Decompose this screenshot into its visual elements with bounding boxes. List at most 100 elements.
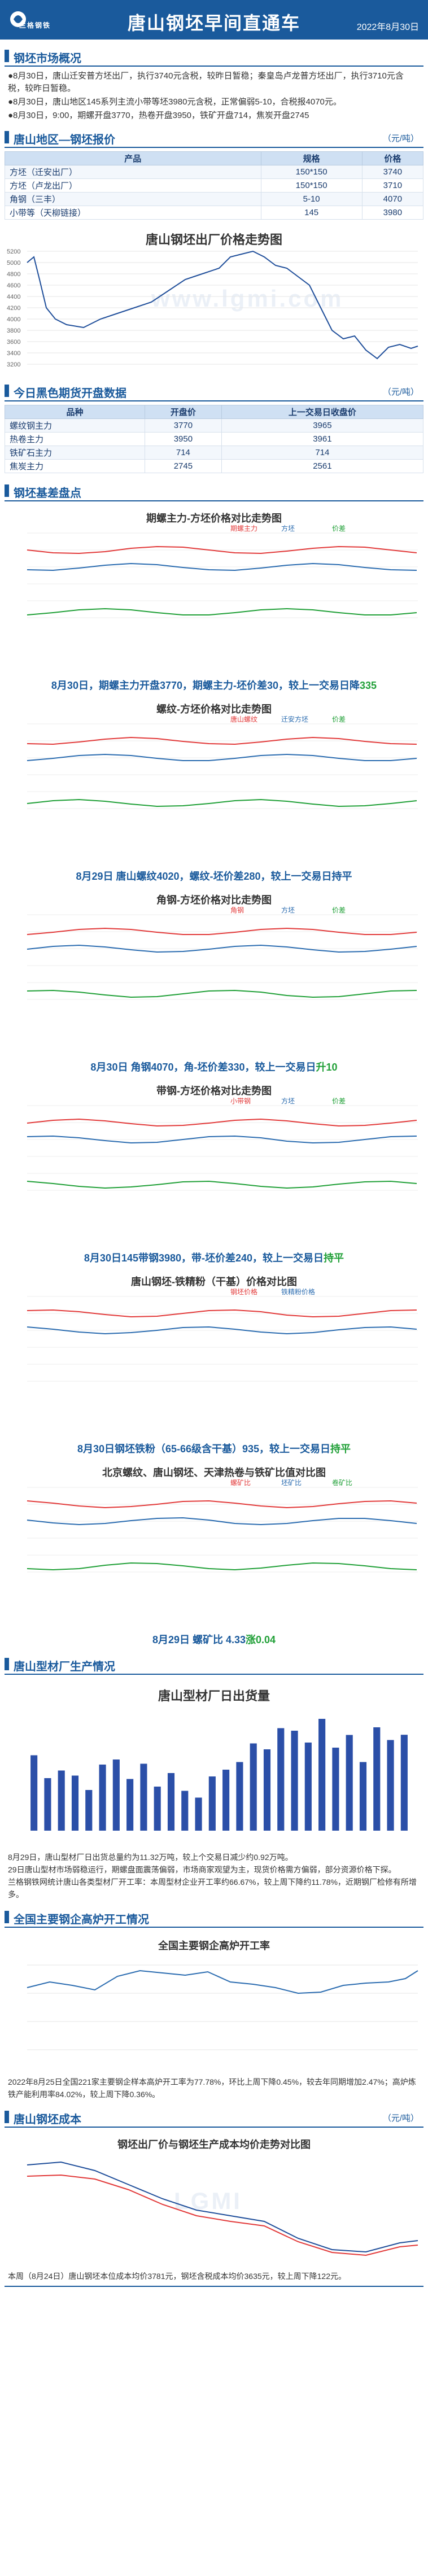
legend-label: 坯矿比 xyxy=(281,1479,302,1487)
legend-label: 唐山螺纹 xyxy=(230,715,257,723)
legend-label: 期螺主力 xyxy=(230,525,257,532)
production-bar xyxy=(318,1719,326,1831)
table-row: 方坯（卢龙出厂） 150*150 3710 xyxy=(5,178,424,193)
legend-label: 卷矿比 xyxy=(332,1478,352,1487)
blast-furnace-chart: 全国主要钢企高炉开工率 xyxy=(5,1931,423,2072)
svg-text:4200: 4200 xyxy=(7,305,20,312)
comparison-svg: 小带钢 方坯 价差 xyxy=(27,1097,418,1191)
table-row: 热卷主力 3950 3961 xyxy=(5,432,424,446)
trend-chart-svg: 5200 5000 4800 4600 4400 4200 4000 3800 … xyxy=(7,248,418,368)
series-line xyxy=(27,1309,417,1318)
comparison-svg: 唐山螺纹 迁安方坯 价差 xyxy=(27,715,418,809)
page-title: 唐山钢坯早间直通车 xyxy=(127,13,300,33)
section-futures: 今日黑色期货开盘数据 （元/吨） xyxy=(5,379,423,401)
production-bar xyxy=(181,1791,189,1831)
production-bar xyxy=(167,1773,175,1831)
section-cost: 唐山钢坯成本 （元/吨） xyxy=(5,2105,423,2128)
table-row: 焦炭主力 2745 2561 xyxy=(5,459,424,473)
table-row: 方坯（迁安出厂） 150*150 3740 xyxy=(5,165,424,179)
series-line xyxy=(27,1326,417,1335)
legend-label: 价差 xyxy=(332,525,346,532)
production-bar xyxy=(250,1743,257,1831)
production-bar xyxy=(222,1770,230,1831)
svg-text:3800: 3800 xyxy=(7,328,20,334)
chart-caption: 8月30日，期螺主力开盘3770，期螺主力-坯价差30，较上一交易日降335 xyxy=(51,680,377,691)
cost-lines-svg xyxy=(27,2161,418,2256)
production-bar xyxy=(126,1779,134,1831)
production-bar xyxy=(44,1778,51,1831)
series-line xyxy=(27,562,417,571)
series-line xyxy=(27,736,417,745)
comparison-chart: 螺纹-方坯价格对比走势图 唐山螺纹 迁安方坯 价差 xyxy=(5,696,423,865)
comparison-svg: 期螺主力 方坯 价差 xyxy=(27,524,418,618)
production-chart: 唐山型材厂日出货量 xyxy=(5,1678,423,1848)
chart-title: 期螺主力-方坯价格对比走势图 xyxy=(146,513,282,524)
series-line xyxy=(27,944,417,953)
legend-label: 方坯 xyxy=(281,524,295,532)
series-line xyxy=(27,1517,417,1526)
legend-label: 价差 xyxy=(332,1097,346,1105)
production-bar xyxy=(373,1727,381,1831)
cost-chart: 钢坯出厂价与钢坯生产成本均价走势对比图 LGMI xyxy=(5,2131,423,2267)
chart-title: 螺纹-方坯价格对比走势图 xyxy=(156,704,272,715)
series-line xyxy=(27,1180,417,1189)
comparison-chart: 唐山钢坯-铁精粉（干基）价格对比图 钢坯价格 铁精粉价格 xyxy=(5,1268,423,1438)
svg-text:5000: 5000 xyxy=(7,260,20,267)
news-item: ●8月30日，9:00，期螺开盘3770，热卷开盘3950，铁矿开盘714，焦炭… xyxy=(8,111,309,120)
comparison-chart: 角钢-方坯价格对比走势图 角钢 方坯 价差 xyxy=(5,887,423,1056)
chart-title: 角钢-方坯价格对比走势图 xyxy=(156,894,272,906)
production-bar xyxy=(208,1776,216,1831)
furnace-line-svg xyxy=(27,1964,418,2050)
section-market-overview: 钢坯市场概况 xyxy=(5,44,423,67)
series-line xyxy=(27,545,417,555)
production-bar xyxy=(263,1749,271,1831)
quote-table: 产品 规格 价格 方坯（迁安出厂） 150*150 3740 方坯（卢龙出厂） 150… xyxy=(5,151,424,220)
comparison-svg: 角钢 方坯 价差 xyxy=(27,906,418,1000)
futures-table: 品种 开盘价 上一交易日收盘价 螺纹钢主力 3770 3965 热卷主力 3950 3961… xyxy=(5,405,424,473)
legend-label: 小带钢 xyxy=(230,1097,251,1105)
production-bar xyxy=(359,1762,367,1831)
chart-caption: 8月30日钢坯铁粉（65-66级含干基）935，较上一交易日持平 xyxy=(77,1443,351,1455)
production-bar xyxy=(99,1765,106,1831)
production-text: 8月29日，唐山型材厂日出货总量约为11.32万吨，较上个交易日减少约0.92万… xyxy=(8,1853,417,1899)
section-tangshan-quote: 唐山地区—钢坯报价 （元/吨） xyxy=(5,125,423,148)
section-blast-furnace: 全国主要钢企高炉开工情况 xyxy=(5,1905,423,1928)
production-bar xyxy=(291,1731,298,1831)
comparison-chart: 北京螺纹、唐山钢坯、天津热卷与铁矿比值对比图 螺矿比 坯矿比 卷矿比 xyxy=(5,1459,423,1628)
news-item: ●8月30日，唐山地区145系列主流小带等坯3980元含税，正常偏弱5-10，合… xyxy=(8,97,342,107)
legend-label: 方坯 xyxy=(281,906,295,914)
comparison-chart: 期螺主力-方坯价格对比走势图 期螺主力 方坯 价差 xyxy=(5,505,423,674)
series-line xyxy=(27,798,417,807)
comparison-svg: 钢坯价格 铁精粉价格 xyxy=(27,1287,418,1382)
table-row: 角钢（三丰） 5-10 4070 xyxy=(5,192,424,206)
legend-label: 角钢 xyxy=(230,906,244,914)
table-row: 小带等（天柳链接） 145 3980 xyxy=(5,206,424,220)
production-bar xyxy=(58,1770,65,1831)
header-banner: 兰格钢铁 唐山钢坯早间直通车 2022年8月30日 xyxy=(0,0,428,40)
blast-furnace-text: 2022年8月25日全国221家主要钢企样本高炉开工率为77.78%，环比上周下… xyxy=(8,2077,416,2099)
svg-text:5200: 5200 xyxy=(7,248,20,255)
legend-label: 螺矿比 xyxy=(230,1479,251,1487)
legend-label: 方坯 xyxy=(281,1097,295,1105)
report-date: 2022年8月30日 xyxy=(356,23,419,32)
series-line xyxy=(27,1118,417,1127)
series-line xyxy=(27,1500,417,1509)
production-bar xyxy=(85,1790,93,1831)
watermark-logo: LGMI xyxy=(174,2188,242,2214)
chart-caption: 8月30日145带钢3980，带-坯价差240，较上一交易日持平 xyxy=(84,1252,344,1264)
production-bar xyxy=(112,1759,120,1831)
section-production: 唐山型材厂生产情况 xyxy=(5,1652,423,1675)
svg-text:4400: 4400 xyxy=(7,294,20,300)
legend-label: 价差 xyxy=(332,715,346,723)
chart-title: 带钢-方坯价格对比走势图 xyxy=(156,1085,272,1097)
production-bar xyxy=(71,1775,79,1831)
table-row: 铁矿石主力 714 714 xyxy=(5,446,424,460)
chart-caption: 8月29日 唐山螺纹4020，螺纹-坯价差280，较上一交易日持平 xyxy=(76,871,352,882)
production-bar xyxy=(277,1728,285,1831)
series-line xyxy=(27,927,417,935)
series-line xyxy=(27,989,417,998)
production-bar xyxy=(346,1735,353,1831)
cost-text: 本周（8月24日）唐山钢坯本位成本均价3781元，钢坯含税成本均价3635元，较… xyxy=(8,2272,347,2281)
svg-text:4000: 4000 xyxy=(7,316,20,323)
svg-text:3600: 3600 xyxy=(7,339,20,346)
